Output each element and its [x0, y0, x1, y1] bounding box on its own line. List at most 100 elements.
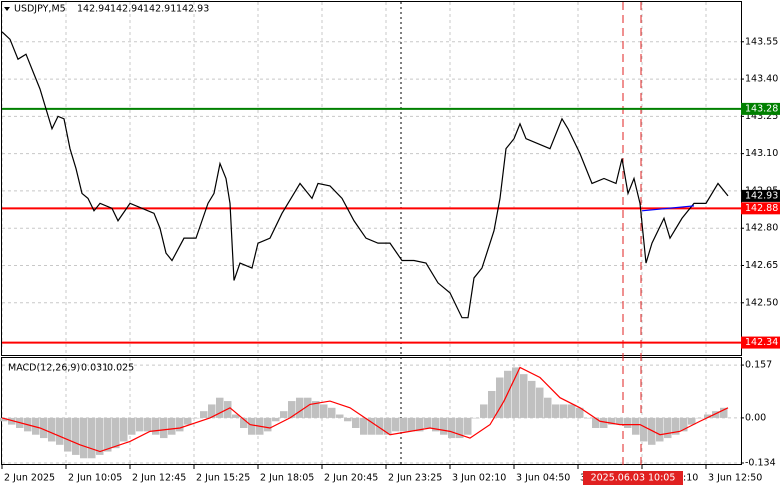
x-tick-label: 2 Jun 23:25 [388, 473, 442, 484]
level-label: 143.28 [745, 103, 778, 114]
level-label: 142.34 [745, 337, 778, 348]
indicator-value: 0.025 [107, 363, 134, 374]
ohlc-value: 142.93 [176, 4, 209, 15]
histogram-bar [208, 404, 216, 418]
level-label-bg [741, 336, 780, 349]
histogram-bar [64, 417, 72, 452]
histogram-bar [152, 417, 160, 435]
level-label: 142.88 [745, 203, 778, 214]
histogram-bar [480, 404, 488, 418]
x-tick-label: 2 Jun 18:05 [260, 473, 314, 484]
histogram-bar [616, 417, 624, 425]
crosshair-label: 2025.06.03 10:05 [591, 473, 676, 484]
y-tick-label: 142.80 [745, 223, 778, 234]
histogram-bar [560, 404, 568, 418]
histogram-bar [424, 417, 432, 428]
histogram-bar [384, 417, 392, 435]
price-line [1, 31, 729, 319]
histogram-bar [120, 417, 128, 442]
histogram-bar [0, 417, 8, 422]
ohlc-value: 142.91 [143, 4, 176, 15]
price-line [1, 366, 729, 453]
histogram-bar [192, 417, 200, 419]
x-tick-label: 2 Jun 12:45 [132, 473, 186, 484]
histogram-bar [240, 417, 248, 428]
y-tick-label: 0.157 [745, 360, 772, 371]
plot [0, 31, 741, 459]
histogram-bar [88, 417, 96, 459]
level-label-bg [741, 202, 780, 215]
y-tick-label: 0.00 [745, 412, 766, 423]
histogram-bar [96, 417, 104, 455]
histogram-bar [656, 417, 664, 442]
histogram-bar [696, 417, 704, 419]
histogram-bar [128, 417, 136, 435]
histogram-bar [512, 367, 520, 418]
histogram-bar [232, 414, 240, 418]
histogram-bar [624, 417, 632, 428]
histogram-bar [592, 417, 600, 428]
histogram-bar [648, 417, 656, 445]
histogram-bar [144, 417, 152, 432]
ohlc-value: 142.94 [110, 4, 143, 15]
histogram-bar [136, 417, 144, 432]
y-tick-label: 142.65 [745, 260, 778, 271]
histogram-bar [672, 417, 680, 435]
histogram-bar [544, 397, 552, 418]
histogram-bar [248, 417, 256, 435]
histogram-bar [8, 417, 16, 425]
y-tick-label: 143.40 [745, 74, 778, 85]
histogram-bar [496, 377, 504, 418]
indicator-value: 0.031 [81, 363, 108, 374]
histogram-bar [488, 390, 496, 418]
histogram-bar [608, 417, 616, 425]
histogram-bar [48, 417, 56, 442]
histogram-bar [368, 417, 376, 435]
histogram-bar [680, 417, 688, 432]
histogram-bar [464, 417, 472, 435]
histogram-bar [600, 417, 608, 428]
histogram-bar [288, 401, 296, 418]
price-panel-frame [1, 1, 742, 356]
histogram-bar [112, 417, 120, 449]
histogram-bar [640, 417, 648, 442]
histogram-bar [456, 417, 464, 439]
histogram-bar [552, 404, 560, 418]
histogram-bar [400, 417, 408, 432]
price-line [641, 205, 695, 212]
histogram-bar [704, 414, 712, 418]
histogram-bar [632, 417, 640, 435]
x-tick-label: 2 Jun 2025 [4, 473, 55, 484]
macd-panel-frame [1, 357, 742, 465]
histogram-bar [160, 417, 168, 439]
histogram-bar [712, 411, 720, 418]
histogram-bar [720, 407, 728, 418]
histogram-bar [344, 417, 352, 422]
histogram-bar [168, 417, 176, 435]
histogram-bar [56, 417, 64, 445]
histogram-bar [440, 417, 448, 435]
histogram-bar [176, 417, 184, 432]
histogram-bar [184, 417, 192, 425]
histogram-bar [296, 397, 304, 418]
y-tick-label: 143.10 [745, 148, 778, 159]
histogram-bar [40, 417, 48, 439]
histogram-bar [264, 417, 272, 432]
histogram-bar [280, 411, 288, 418]
histogram-bar [528, 380, 536, 418]
histogram-bar [520, 374, 528, 418]
y-tick-label: -0.134 [745, 457, 776, 468]
histogram-bar [200, 411, 208, 418]
histogram-bar [536, 387, 544, 418]
histogram-bar [320, 404, 328, 418]
histogram-bar [272, 417, 280, 422]
y-tick-label: 143.25 [745, 111, 778, 122]
histogram-bar [392, 417, 400, 432]
histogram-bar [688, 417, 696, 425]
crosshair-label-bg [583, 471, 683, 485]
histogram-bar [352, 417, 360, 428]
histogram-bar [416, 417, 424, 432]
histogram-bar [336, 414, 344, 418]
level-label-bg [741, 102, 780, 115]
